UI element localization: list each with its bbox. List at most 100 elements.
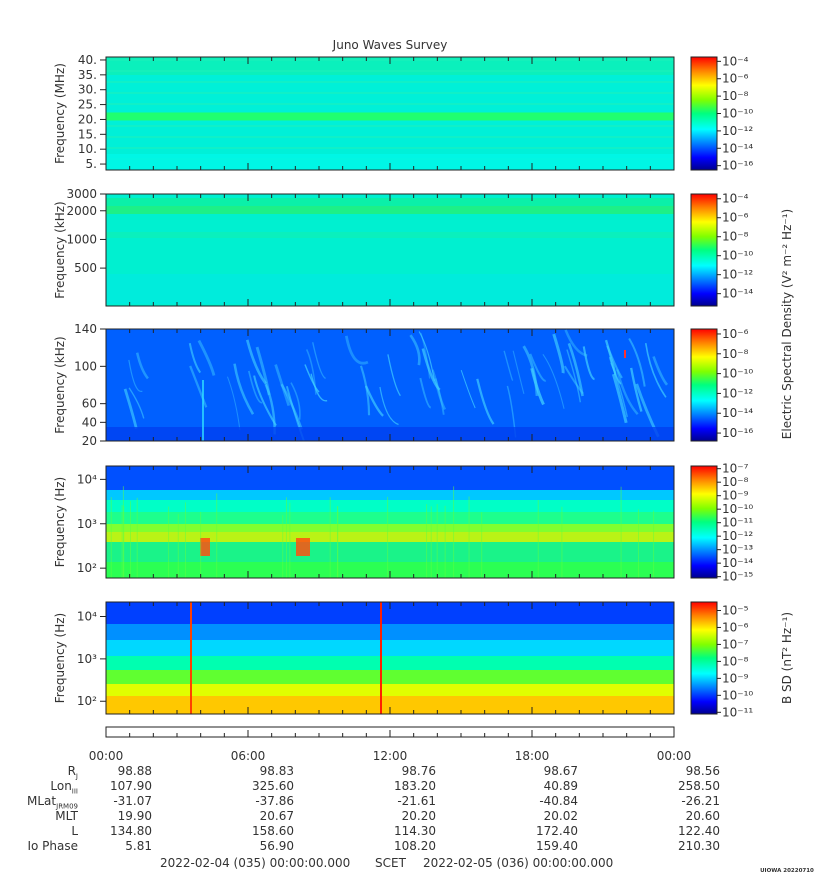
colorbar-tick-label: 10⁻¹² <box>722 529 753 543</box>
colorbar-lfr-high: 10⁻⁶ 10⁻⁸ 10⁻¹⁰ 10⁻¹² 10⁻¹⁴ 10⁻¹⁶ <box>690 327 753 442</box>
ephemeris-label: RJ <box>67 764 78 781</box>
y-axis-label: Frequency (Hz) <box>53 477 67 568</box>
colorbar-tick-label: 10⁻¹⁰ <box>722 367 753 381</box>
ytick-label: 100 <box>74 359 97 373</box>
ephemeris-label: Io Phase <box>27 839 78 853</box>
ephemeris-value: 98.56 <box>685 764 720 778</box>
ephemeris-label: MLT <box>55 809 78 823</box>
colorbar-tick-label: 10⁻¹⁰ <box>722 688 753 702</box>
ytick-label: 20. <box>78 112 97 126</box>
ephemeris-value: 122.40 <box>678 824 720 838</box>
panel-lfr-high: 140 100 60 40 20 Frequency (kHz) 10⁻⁶ 10⁻⁸ 10⁻¹⁰… <box>53 322 753 448</box>
colorbar-tick-label: 10⁻⁸ <box>722 230 749 244</box>
time-tick-label: 06:00 <box>231 749 266 763</box>
y-axis-label: Frequency (kHz) <box>53 336 67 433</box>
ytick-label: 2000 <box>66 204 97 218</box>
colorbar-tick-label: 10⁻⁵ <box>722 603 749 617</box>
colorbar-tick-label: 10⁻⁶ <box>722 72 749 86</box>
colorbar-tick-label: 10⁻¹² <box>722 124 753 138</box>
colorbar-tick-label: 10⁻⁴ <box>722 192 749 206</box>
colorbar-tick-label: 10⁻¹² <box>722 386 753 400</box>
ephemeris-value: 20.67 <box>259 809 294 823</box>
colorbar-tick-label: 10⁻⁹ <box>722 671 749 685</box>
ephemeris-value: 5.81 <box>125 839 152 853</box>
colorbar-tick-label: 10⁻¹⁴ <box>722 141 753 155</box>
colorbar-hfr-high: 10⁻⁴ 10⁻⁶ 10⁻⁸ 10⁻¹⁰ 10⁻¹² 10⁻¹⁴ 10⁻¹⁶ <box>690 54 753 173</box>
ytick-label: 40. <box>78 53 97 67</box>
time-tick-label: 00:00 <box>657 749 692 763</box>
ephemeris-value: 172.40 <box>536 824 578 838</box>
ephemeris-value: 98.88 <box>117 764 152 778</box>
time-tick-label: 18:00 <box>515 749 550 763</box>
ytick-label: 10³ <box>77 517 97 531</box>
ephemeris-value: 98.67 <box>543 764 578 778</box>
ytick-label: 60 <box>82 397 97 411</box>
ephemeris-value: 98.76 <box>401 764 436 778</box>
ephemeris-value: 114.30 <box>394 824 436 838</box>
colorbar-magnetic: 10⁻⁵ 10⁻⁶ 10⁻⁷ 10⁻⁸ 10⁻⁹ 10⁻¹⁰ 10⁻¹¹ <box>690 601 753 719</box>
colorbar-tick-label: 10⁻¹⁴ <box>722 406 753 420</box>
ytick-label: 10⁴ <box>77 610 97 624</box>
electric-colorbar-label: Electric Spectral Density (V² m⁻² Hz⁻¹) <box>780 209 794 439</box>
colorbar-tick-label: 10⁻¹⁴ <box>722 287 753 301</box>
colorbar-tick-label: 10⁻⁶ <box>722 211 749 225</box>
colorbar-tick-label: 10⁻¹⁶ <box>722 426 753 440</box>
colorbar-lfr-low: 10⁻⁷10⁻⁸10⁻⁹10⁻¹⁰10⁻¹¹10⁻¹²10⁻¹³10⁻¹⁴10⁻… <box>690 462 753 584</box>
ephemeris-value: 159.40 <box>536 839 578 853</box>
panel-hfr-high: 5.10.15.20.25.30.35.40. Frequency (MHz) 10… <box>53 53 753 173</box>
ephemeris-value: -40.84 <box>539 794 578 808</box>
y-axis-label: Frequency (Hz) <box>53 613 67 704</box>
colorbar-tick-label: 10⁻¹⁰ <box>722 107 753 121</box>
colorbar-tick-label: 10⁻⁸ <box>722 89 749 103</box>
time-axis: 00:00 06:00 12:00 18:00 00:00 <box>89 726 692 763</box>
ytick-label: 25. <box>78 98 97 112</box>
colorbar-tick-label: 10⁻⁸ <box>722 347 749 361</box>
ytick-label: 30. <box>78 83 97 97</box>
y-axis-label: Frequency (MHz) <box>53 63 67 164</box>
ytick-label: 10² <box>77 694 97 708</box>
colorbar-tick-label: 10⁻¹³ <box>722 543 753 557</box>
colorbar-tick-label: 10⁻⁶ <box>722 620 749 634</box>
ephemeris-value: 98.83 <box>259 764 294 778</box>
ephemeris-value: 158.60 <box>252 824 294 838</box>
colorbar-tick-label: 10⁻¹⁵ <box>722 570 753 584</box>
colorbar-tick-label: 10⁻⁴ <box>722 54 749 68</box>
ytick-label: 5. <box>86 157 97 171</box>
ephemeris-value: 20.20 <box>401 809 436 823</box>
figure-title: Juno Waves Survey <box>332 38 448 52</box>
ytick-label: 500 <box>74 261 97 275</box>
ytick-label: 140 <box>74 322 97 336</box>
ephemeris-value: 258.50 <box>678 779 720 793</box>
ephemeris-value: 210.30 <box>678 839 720 853</box>
panel-lfr-low: 10⁴ 10³ 10² Frequency (Hz) 10⁻⁷10⁻⁸10⁻⁹10⁻¹⁰… <box>53 462 753 584</box>
time-tick-label: 12:00 <box>373 749 408 763</box>
ytick-label: 10² <box>77 561 97 575</box>
ephemeris-value: -31.07 <box>113 794 152 808</box>
ephemeris-value: 19.90 <box>117 809 152 823</box>
ytick-label: 1000 <box>66 232 97 246</box>
ephemeris-label: MLatJRM09 <box>27 794 78 811</box>
end-scet: 2022-02-05 (036) 00:00:00.000 <box>423 856 614 870</box>
colorbar-tick-label: 10⁻⁶ <box>722 327 749 341</box>
ephemeris-value: 20.02 <box>543 809 578 823</box>
colorbar-tick-label: 10⁻¹¹ <box>722 705 753 719</box>
colorbar-tick-label: 10⁻¹¹ <box>722 516 753 530</box>
ephemeris-label: L <box>71 824 78 838</box>
emission-band <box>106 112 674 121</box>
ytick-label: 10⁴ <box>77 472 97 486</box>
magnetic-colorbar-label: B SD (nT² Hz⁻¹) <box>780 612 794 704</box>
ephemeris-value: 56.90 <box>259 839 294 853</box>
ephemeris-value: -26.21 <box>681 794 720 808</box>
ephemeris-value: 20.60 <box>685 809 720 823</box>
ephemeris-value: 183.20 <box>394 779 436 793</box>
ytick-label: 10. <box>78 142 97 156</box>
colorbar-tick-label: 10⁻¹⁰ <box>722 502 753 516</box>
ephemeris-label: LonIII <box>50 779 78 796</box>
ytick-label: 15. <box>78 127 97 141</box>
colorbar-tick-label: 10⁻¹⁰ <box>722 249 753 263</box>
colorbar-tick-label: 10⁻⁹ <box>722 489 749 503</box>
colorbar-hfr-low: 10⁻⁴ 10⁻⁶ 10⁻⁸ 10⁻¹⁰ 10⁻¹² 10⁻¹⁴ <box>690 192 753 307</box>
y-axis-label: Frequency (kHz) <box>53 201 67 298</box>
